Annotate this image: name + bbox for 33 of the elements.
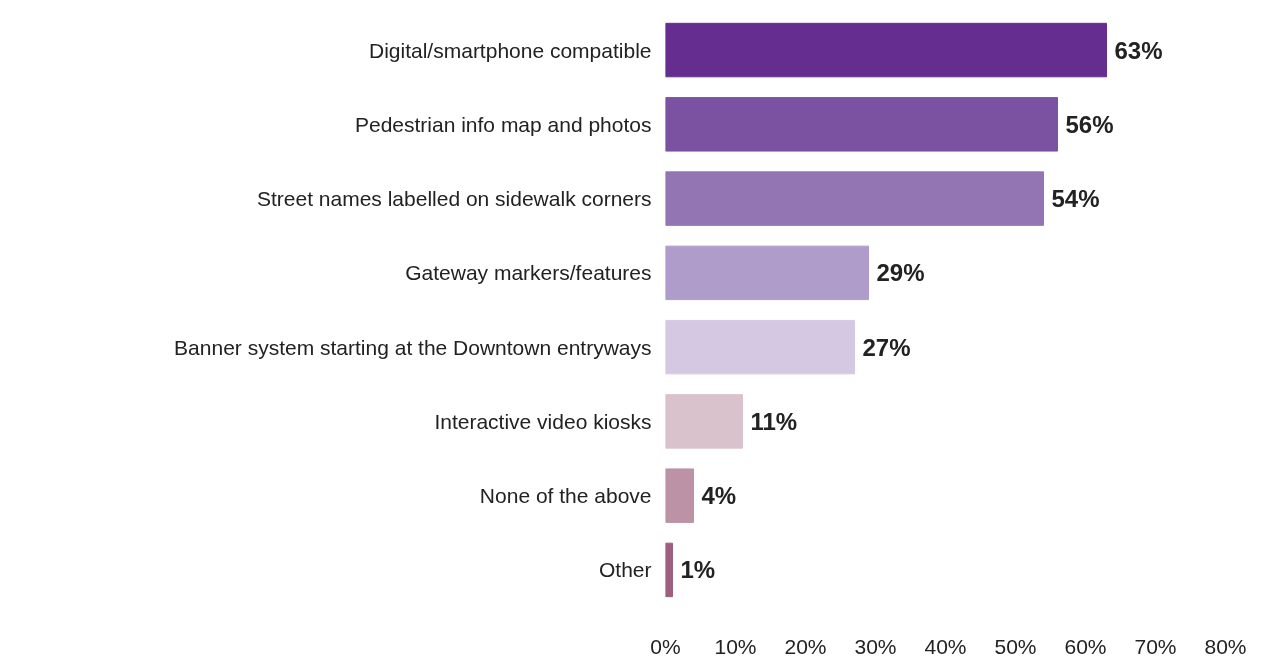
x-tick-label: 40% <box>924 634 967 658</box>
bar <box>665 97 1058 152</box>
x-tick-label: 0% <box>650 634 681 658</box>
bar <box>665 319 855 375</box>
y-tick-label: Digital/smartphone compatible <box>369 38 652 62</box>
bar <box>665 22 1107 78</box>
y-tick-label: Other <box>598 558 652 582</box>
data-label: 4% <box>701 482 737 510</box>
y-tick-label: Banner system starting at the Downtown entryways <box>174 335 652 359</box>
data-label: 56% <box>1065 110 1114 138</box>
bar <box>665 245 869 301</box>
bar <box>665 468 694 523</box>
x-tick-label: 60% <box>1064 634 1107 658</box>
x-tick-label: 50% <box>994 634 1037 658</box>
data-label: 11% <box>750 407 798 435</box>
x-tick-label: 10% <box>714 634 757 658</box>
data-label: 54% <box>1051 185 1100 213</box>
bar <box>665 171 1044 226</box>
data-label: 27% <box>862 333 911 361</box>
data-label: 29% <box>876 259 925 287</box>
x-tick-label: 70% <box>1134 634 1177 658</box>
data-label: 63% <box>1114 36 1163 64</box>
y-tick-label: None of the above <box>479 484 652 508</box>
y-tick-label: Street names labelled on sidewalk corners <box>256 187 652 211</box>
y-tick-label: Gateway markers/features <box>405 261 652 285</box>
bar <box>665 394 743 449</box>
x-tick-label: 80% <box>1204 634 1247 658</box>
y-tick-label: Interactive video kiosks <box>434 409 652 433</box>
x-tick-label: 30% <box>854 634 897 658</box>
y-tick-label: Pedestrian info map and photos <box>354 112 652 136</box>
x-tick-label: 20% <box>784 634 827 658</box>
data-label: 1% <box>680 556 716 584</box>
bar <box>665 542 673 598</box>
